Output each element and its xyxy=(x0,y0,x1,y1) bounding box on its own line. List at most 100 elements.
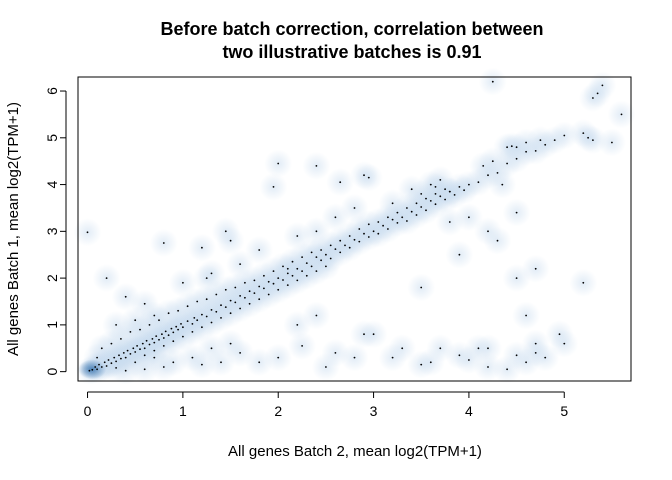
scatter-point xyxy=(415,214,418,216)
scatter-point xyxy=(367,176,370,179)
scatter-point xyxy=(177,328,180,331)
scatter-point xyxy=(282,265,284,268)
scatter-point xyxy=(134,361,137,364)
scatter-point xyxy=(496,239,499,242)
y-tick-label: 1 xyxy=(44,321,60,329)
scatter-point xyxy=(377,232,380,235)
scatter-point xyxy=(258,285,261,288)
scatter-point xyxy=(620,113,623,116)
scatter-point xyxy=(367,236,370,238)
scatter-point xyxy=(158,319,160,322)
scatter-point xyxy=(110,362,113,365)
scatter-point xyxy=(510,145,513,148)
scatter-point xyxy=(291,274,294,277)
scatter-point xyxy=(120,357,122,360)
scatter-point xyxy=(177,309,180,312)
scatter-point xyxy=(544,143,547,146)
scatter-point xyxy=(205,277,208,279)
scatter-point xyxy=(410,210,413,213)
scatter-point xyxy=(477,347,480,350)
scatter-point xyxy=(136,345,139,347)
scatter-point xyxy=(98,363,100,366)
scatter-point xyxy=(353,238,356,241)
scatter-point xyxy=(193,317,196,319)
scatter-point xyxy=(482,165,485,167)
scatter-point xyxy=(229,342,232,345)
scatter-point xyxy=(229,299,232,302)
scatter-point xyxy=(110,342,113,345)
scatter-point xyxy=(182,335,184,338)
scatter-point xyxy=(244,296,246,299)
scatter-point xyxy=(100,347,103,350)
scatter-point xyxy=(220,304,222,307)
scatter-point xyxy=(463,189,465,192)
y-tick-label: 6 xyxy=(44,87,60,95)
scatter-point xyxy=(139,348,141,351)
scatter-point xyxy=(506,368,508,371)
scatter-point xyxy=(358,228,361,230)
scatter-point xyxy=(491,160,494,163)
scatter-point xyxy=(434,203,437,206)
scatter-point xyxy=(377,221,380,223)
scatter-point xyxy=(387,228,389,230)
scatter-point xyxy=(339,239,342,242)
y-axis-label: All genes Batch 1, mean log2(TPM+1) xyxy=(5,102,22,356)
y-tick-label: 0 xyxy=(44,368,60,376)
scatter-point xyxy=(525,150,527,153)
scatter-point xyxy=(134,351,137,353)
scatter-point xyxy=(429,200,432,202)
scatter-point xyxy=(161,333,163,336)
scatter-point xyxy=(329,244,332,247)
scatter-point xyxy=(272,282,275,285)
scatter-point xyxy=(172,361,175,364)
scatter-point xyxy=(258,249,261,251)
scatter-point xyxy=(234,286,237,289)
scatter-point xyxy=(239,263,242,265)
scatter-point xyxy=(253,279,256,282)
scatter-point xyxy=(162,337,165,339)
scatter-point xyxy=(201,246,203,249)
scatter-point xyxy=(315,230,318,233)
scatter-point xyxy=(305,274,308,277)
scatter-point xyxy=(124,369,127,372)
scatter-point xyxy=(296,235,299,237)
scatter-point xyxy=(201,363,203,366)
scatter-point xyxy=(468,359,470,361)
scatter-point xyxy=(191,323,194,325)
scatter-point xyxy=(153,349,156,352)
scatter-point xyxy=(487,347,489,350)
scatter-point xyxy=(515,146,518,149)
scatter-point xyxy=(429,361,432,364)
scatter-point xyxy=(515,211,518,214)
scatter-point xyxy=(239,295,242,297)
scatter-point xyxy=(425,209,427,212)
scatter-point xyxy=(534,150,537,152)
scatter-point xyxy=(301,345,303,347)
scatter-point xyxy=(186,320,189,322)
scatter-point xyxy=(401,347,404,350)
scatter-point xyxy=(182,281,184,284)
scatter-point xyxy=(310,251,313,254)
density-core-spread xyxy=(84,335,158,380)
scatter-point xyxy=(148,343,151,346)
scatter-point xyxy=(172,331,175,334)
y-tick-label: 5 xyxy=(44,134,60,142)
scatter-point xyxy=(348,246,351,249)
scatter-point xyxy=(191,356,194,359)
scatter-point xyxy=(396,222,399,224)
scatter-point xyxy=(315,314,318,317)
scatter-point xyxy=(439,347,442,350)
scatter-point xyxy=(107,359,110,361)
scatter-point xyxy=(501,183,504,186)
scatter-point xyxy=(153,356,156,359)
scatter-point xyxy=(544,356,547,359)
scatter-point xyxy=(601,84,604,87)
scatter-point xyxy=(334,248,337,251)
scatter-point xyxy=(334,352,337,354)
scatter-point xyxy=(286,272,289,275)
scatter-point xyxy=(611,141,613,144)
scatter-point xyxy=(525,141,527,144)
scatter-point xyxy=(267,280,270,283)
scatter-point xyxy=(205,298,208,301)
